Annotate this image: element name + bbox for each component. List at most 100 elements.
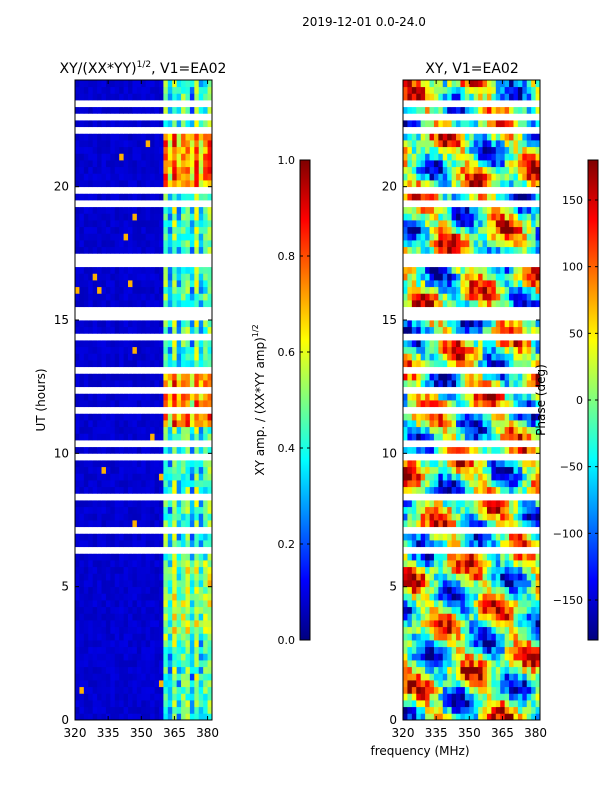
heatmap-cell (154, 606, 160, 614)
heatmap-cell (531, 333, 536, 341)
heatmap-cell (88, 200, 94, 208)
heatmap-cell (128, 446, 133, 454)
heatmap-cell (88, 233, 94, 241)
heatmap-cell (451, 593, 457, 601)
heatmap-cell (105, 486, 111, 494)
heatmap-cell (407, 606, 413, 614)
heatmap-cell (517, 500, 523, 508)
heatmap-cell (105, 660, 111, 668)
heatmap-cell (198, 580, 204, 588)
heatmap-cell (101, 326, 107, 334)
heatmap-cell (194, 566, 200, 574)
heatmap-cell (136, 673, 142, 681)
phase-panel-title: XY, V1=EA02 (425, 61, 519, 77)
heatmap-cell (473, 566, 479, 574)
heatmap-cell (442, 533, 448, 541)
heatmap-cell (181, 680, 186, 688)
heatmap-cell (145, 640, 151, 648)
heatmap-cell (442, 640, 448, 648)
heatmap-cell (411, 446, 417, 454)
heatmap-cell (154, 246, 160, 254)
heatmap-cell (509, 406, 514, 414)
heatmap-cell (163, 166, 169, 174)
heatmap-cell (194, 366, 200, 374)
heatmap-cell (83, 306, 89, 314)
heatmap-cell (486, 400, 492, 408)
heatmap-cell (513, 366, 519, 374)
heatmap-cell (132, 646, 138, 654)
heatmap-cell (509, 433, 514, 441)
heatmap-cell (407, 633, 413, 641)
heatmap-cell (105, 500, 111, 508)
heatmap-cell (128, 180, 133, 188)
heatmap-cell (513, 606, 519, 614)
heatmap-cell (136, 540, 142, 548)
heatmap-cell (526, 306, 532, 314)
heatmap-cell (132, 260, 138, 268)
heatmap-cell (442, 320, 448, 328)
heatmap-cell (425, 700, 430, 708)
heatmap-cell (425, 633, 430, 641)
heatmap-cell (522, 453, 528, 461)
heatmap-cell (132, 680, 138, 688)
heatmap-cell (136, 133, 142, 141)
heatmap-cell (433, 546, 439, 554)
heatmap-cell (181, 146, 186, 154)
heatmap-cell (517, 513, 523, 521)
amplitude-heatmap (75, 80, 212, 720)
heatmap-cell (163, 240, 169, 248)
heatmap-cell (207, 560, 212, 568)
heatmap-cell (176, 593, 182, 601)
heatmap-cell (469, 666, 475, 674)
heatmap-cell (132, 520, 138, 528)
heatmap-cell (119, 380, 125, 388)
heatmap-cell (114, 320, 120, 328)
heatmap-cell (407, 380, 413, 388)
heatmap-cell (83, 100, 89, 108)
heatmap-cell (150, 393, 155, 401)
heatmap-cell (460, 586, 466, 594)
heatmap-cell (203, 560, 208, 568)
heatmap-cell (198, 200, 204, 208)
heatmap-cell (79, 186, 85, 194)
heatmap-cell (198, 660, 204, 668)
heatmap-cell (136, 320, 142, 328)
heatmap-cell (167, 80, 173, 88)
heatmap-cell (181, 393, 186, 401)
heatmap-cell (531, 313, 536, 321)
heatmap-cell (75, 186, 80, 194)
heatmap-cell (460, 333, 466, 341)
heatmap-cell (110, 86, 116, 94)
heatmap-cell (172, 286, 178, 294)
heatmap-cell (464, 340, 470, 348)
heatmap-cell (172, 213, 178, 221)
heatmap-cell (75, 493, 80, 501)
heatmap-cell (425, 380, 430, 388)
heatmap-cell (531, 700, 536, 708)
heatmap-cell (97, 300, 102, 308)
heatmap-cell (442, 380, 448, 388)
heatmap-cell (420, 673, 426, 681)
heatmap-cell (150, 560, 155, 568)
heatmap-cell (92, 213, 98, 221)
heatmap-cell (163, 580, 169, 588)
heatmap-cell (114, 400, 120, 408)
heatmap-cell (517, 320, 523, 328)
heatmap-cell (185, 526, 191, 534)
heatmap-cell (469, 540, 475, 548)
heatmap-cell (92, 686, 98, 694)
heatmap-cell (172, 486, 178, 494)
heatmap-cell (438, 526, 444, 534)
heatmap-cell (181, 480, 186, 488)
heatmap-cell (407, 653, 413, 661)
heatmap-cell (97, 353, 102, 361)
heatmap-cell (447, 306, 453, 314)
heatmap-cell (141, 426, 147, 434)
heatmap-cell (411, 406, 417, 414)
heatmap-cell (154, 646, 160, 654)
heatmap-cell (495, 320, 501, 328)
heatmap-cell (473, 393, 479, 401)
heatmap-cell (128, 306, 133, 314)
heatmap-cell (123, 526, 129, 534)
heatmap-cell (420, 553, 426, 561)
